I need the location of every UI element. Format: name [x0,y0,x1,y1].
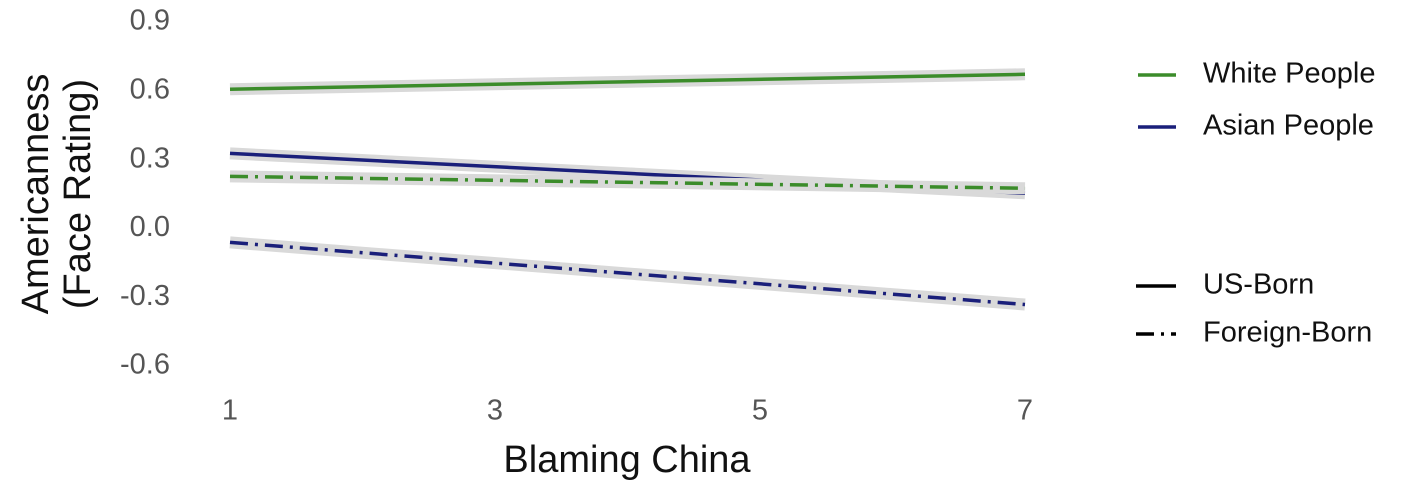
y-axis-title: Americanness (Face Rating) [15,74,99,315]
legend-label: US-Born [1203,269,1314,301]
x-axis-title: Blaming China [503,439,751,481]
series-line [229,174,1026,191]
x-tick-label: 7 [1017,395,1033,427]
y-tick-label: 0.3 [130,142,170,174]
y-tick-label: -0.6 [120,349,170,381]
x-tick-label: 3 [487,395,503,427]
y-tick-label: -0.3 [120,280,170,312]
y-tick-label: 0.6 [130,73,170,105]
legend-label: White People [1203,58,1376,90]
y-tick-label: 0.0 [130,211,170,243]
legend-label: Foreign-Born [1203,317,1372,349]
series-line [229,72,1026,91]
x-tick-label: 1 [222,395,238,427]
y-axis-title-line: Americanness [15,74,57,315]
legend-label: Asian People [1203,110,1374,142]
y-tick-label: 0.9 [130,5,170,37]
y-axis-title-line: (Face Rating) [57,79,99,309]
x-tick-label: 5 [752,395,768,427]
series-line [229,240,1026,307]
